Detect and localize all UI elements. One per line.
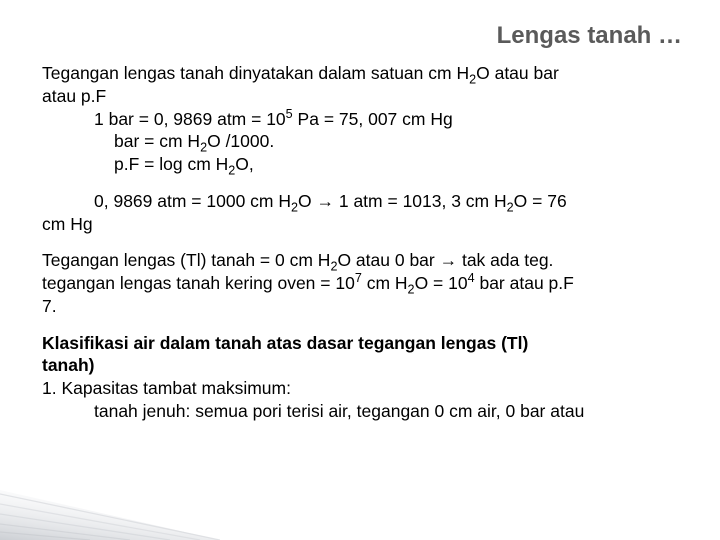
- text: O /1000.: [207, 131, 274, 151]
- slide-body: Tegangan lengas tanah dinyatakan dalam s…: [42, 62, 696, 437]
- text: p.F = log cm H: [114, 154, 228, 174]
- paragraph-conversion: 0, 9869 atm = 1000 cm H2O → 1 atm = 1013…: [42, 190, 696, 236]
- text: O atau 0 bar → tak ada teg.: [337, 250, 553, 270]
- corner-gradient-decoration: [0, 470, 220, 540]
- paragraph-units: Tegangan lengas tanah dinyatakan dalam s…: [42, 62, 696, 176]
- line: tegangan lengas tanah kering oven = 107 …: [42, 272, 696, 295]
- slide-title: Lengas tanah …: [497, 22, 682, 50]
- line: Tegangan lengas tanah dinyatakan dalam s…: [42, 62, 696, 85]
- text: 1 bar = 0, 9869 atm = 10: [94, 109, 286, 129]
- text: bar = cm H: [114, 131, 200, 151]
- line-bold: Klasifikasi air dalam tanah atas dasar t…: [42, 332, 696, 355]
- text: bar atau p.F: [475, 273, 574, 293]
- text: Tegangan lengas (Tl) tanah = 0 cm H: [42, 250, 330, 270]
- line: 0, 9869 atm = 1000 cm H2O → 1 atm = 1013…: [42, 190, 696, 213]
- line: 7.: [42, 295, 696, 318]
- text: cm H: [362, 273, 408, 293]
- superscript: 4: [468, 271, 475, 285]
- text: O,: [235, 154, 253, 174]
- line-bold: tanah): [42, 354, 696, 377]
- paragraph-classification: Klasifikasi air dalam tanah atas dasar t…: [42, 332, 696, 423]
- subscript: 2: [408, 283, 415, 297]
- slide: Lengas tanah … Tegangan lengas tanah din…: [0, 0, 720, 540]
- superscript: 5: [286, 107, 293, 121]
- text: O = 76: [514, 191, 567, 211]
- line: tanah jenuh: semua pori terisi air, tega…: [42, 400, 696, 423]
- text: O = 10: [415, 273, 468, 293]
- line: cm Hg: [42, 213, 696, 236]
- line: atau p.F: [42, 85, 696, 108]
- text: O atau bar: [476, 63, 559, 83]
- line: 1. Kapasitas tambat maksimum:: [42, 377, 696, 400]
- paragraph-tension: Tegangan lengas (Tl) tanah = 0 cm H 2 O at…: [42, 249, 696, 317]
- text: 0, 9869 atm = 1000 cm H: [94, 191, 291, 211]
- text: tegangan lengas tanah kering oven = 10: [42, 273, 355, 293]
- superscript: 7: [355, 271, 362, 285]
- line: p.F = log cm H2O,: [42, 153, 696, 176]
- text: O → 1 atm = 1013, 3 cm H: [298, 191, 507, 211]
- line: bar = cm H2O /1000.: [42, 130, 696, 153]
- text: Tegangan lengas tanah dinyatakan dalam s…: [42, 63, 469, 83]
- text: Pa = 75, 007 cm Hg: [293, 109, 453, 129]
- subscript: 2: [507, 200, 514, 214]
- line: 1 bar = 0, 9869 atm = 105 Pa = 75, 007 c…: [42, 108, 696, 131]
- subscript: 2: [291, 200, 298, 214]
- line: Tegangan lengas (Tl) tanah = 0 cm H2O at…: [42, 249, 696, 272]
